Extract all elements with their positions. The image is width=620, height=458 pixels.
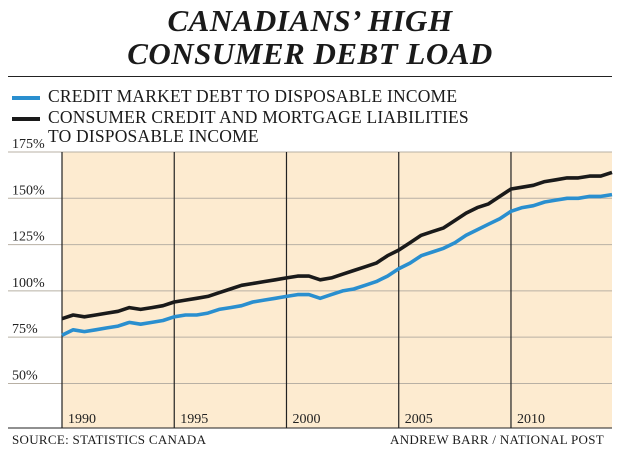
legend-label-black: CONSUMER CREDIT AND MORTGAGE LIABILITIES…	[48, 107, 469, 146]
y-tick-label: 150%	[12, 183, 45, 198]
x-tick-label: 2000	[292, 412, 320, 427]
legend-swatch-black	[12, 117, 40, 121]
series-lines	[61, 170, 613, 337]
x-tick-label: 1995	[180, 412, 208, 427]
x-axis-tick-labels: 1990 1995 2000 2005 2010	[68, 412, 545, 427]
y-tick-label: 50%	[12, 368, 38, 383]
y-tick-label: 125%	[12, 230, 45, 245]
y-tick-label: 100%	[12, 276, 45, 291]
x-tick-label: 2010	[517, 412, 545, 427]
series-line-credit-market-debt	[61, 192, 613, 337]
x-tick-label: 1990	[68, 412, 96, 427]
source-note: SOURCE: STATISTICS CANADA	[12, 432, 207, 447]
chart-title-line-2: CONSUMER DEBT LOAD	[127, 36, 493, 71]
y-tick-label: 175%	[12, 137, 45, 152]
legend-swatch-blue	[12, 96, 40, 100]
plot-background	[62, 152, 612, 428]
y-axis-tick-labels: 50% 75% 100% 125% 150% 175%	[12, 137, 45, 383]
y-tick-label: 75%	[12, 322, 38, 337]
series-line-consumer-credit-mortgage	[61, 170, 613, 321]
vertical-gridlines	[61, 152, 512, 428]
credit-note: ANDREW BARR / NATIONAL POST	[390, 432, 604, 447]
legend-label-blue: CREDIT MARKET DEBT TO DISPOSABLE INCOME	[48, 86, 458, 106]
x-tick-label: 2005	[405, 412, 433, 427]
chart-title-line-1: CANADIANS’ HIGH	[167, 3, 453, 38]
title-divider	[8, 76, 612, 77]
